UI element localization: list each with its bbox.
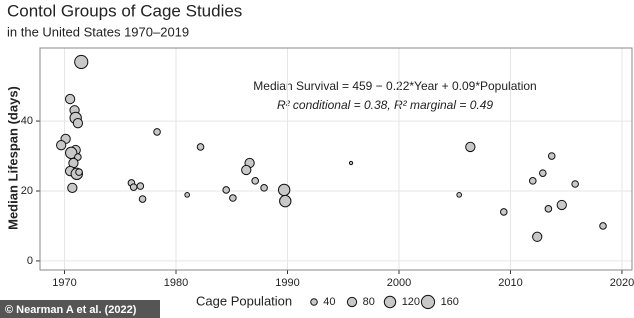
x-tick-label: 2010 bbox=[498, 277, 522, 289]
legend-label: 160 bbox=[441, 296, 459, 308]
bubble bbox=[599, 222, 607, 230]
bubble bbox=[74, 54, 89, 70]
bubble bbox=[539, 169, 547, 177]
bubble bbox=[532, 231, 543, 242]
x-tick-label: 1980 bbox=[164, 277, 188, 289]
bubble bbox=[547, 152, 556, 160]
bubble bbox=[279, 194, 292, 208]
bubble bbox=[456, 192, 463, 198]
bubble bbox=[260, 184, 268, 192]
legend-label: 40 bbox=[323, 296, 335, 308]
bubble bbox=[72, 118, 84, 129]
legend-title: Cage Population bbox=[196, 293, 292, 308]
y-tick-label: 20 bbox=[21, 185, 33, 197]
bubble bbox=[251, 177, 259, 185]
legend-symbol bbox=[420, 294, 436, 310]
credit: © Nearman A et al. (2022) bbox=[5, 304, 137, 316]
bubble bbox=[277, 183, 291, 197]
bubble bbox=[222, 186, 230, 194]
bubble bbox=[229, 194, 237, 202]
bubble bbox=[571, 180, 579, 188]
y-axis-label: Median Lifespan (days) bbox=[5, 86, 20, 230]
annotation: R² conditional = 0.38, R² marginal = 0.4… bbox=[277, 98, 493, 112]
bubble bbox=[138, 195, 147, 203]
bubble bbox=[67, 182, 78, 193]
legend-symbol bbox=[346, 296, 358, 308]
legend-label: 80 bbox=[363, 296, 375, 308]
credit-bg bbox=[0, 300, 160, 318]
y-tick-label: 0 bbox=[27, 255, 33, 267]
bubble bbox=[556, 199, 567, 211]
bubble bbox=[153, 128, 161, 136]
x-tick-label: 1990 bbox=[275, 277, 299, 289]
bubble bbox=[465, 141, 476, 153]
legend-symbol bbox=[383, 295, 397, 309]
bubble bbox=[56, 140, 67, 151]
legend-symbol bbox=[310, 298, 318, 306]
chart-subtitle: in the United States 1970–2019 bbox=[7, 24, 189, 39]
bubble bbox=[184, 192, 190, 198]
bubble bbox=[528, 177, 537, 185]
x-tick-label: 1970 bbox=[52, 277, 76, 289]
bubble bbox=[241, 164, 252, 176]
bubble bbox=[500, 208, 508, 216]
bubble bbox=[136, 182, 145, 190]
x-tick-label: 2000 bbox=[387, 277, 411, 289]
bubble bbox=[75, 168, 83, 176]
y-tick-label: 40 bbox=[21, 115, 33, 127]
annotation: Median Survival = 459 − 0.22*Year + 0.09… bbox=[253, 79, 536, 93]
bubble bbox=[64, 93, 76, 105]
legend-label: 120 bbox=[402, 296, 420, 308]
bubble bbox=[196, 143, 205, 151]
bubble bbox=[544, 205, 553, 213]
bubble bbox=[129, 183, 138, 191]
x-tick-label: 2020 bbox=[610, 277, 634, 289]
panel-border bbox=[39, 47, 633, 271]
chart-title: Contol Groups of Cage Studies bbox=[7, 1, 242, 20]
bubble bbox=[348, 160, 354, 166]
